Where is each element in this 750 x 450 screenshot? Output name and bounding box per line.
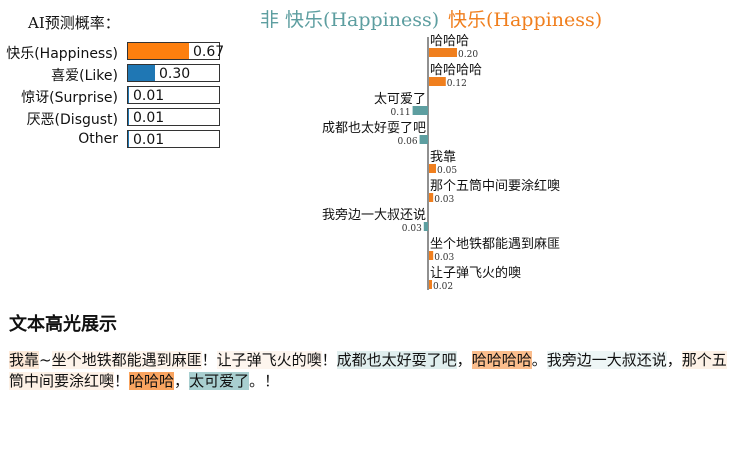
probability-value: 0.01	[133, 132, 165, 148]
probability-bar: 0.01	[127, 108, 220, 126]
highlight-segment: 太可爱了	[189, 372, 250, 390]
token-value: 0.03	[402, 224, 422, 234]
probability-value: 0.30	[159, 66, 191, 82]
legend-positive: 快乐(Happiness)	[448, 9, 603, 31]
token-label: 坐个地铁都能遇到麻匪	[430, 237, 560, 252]
highlight-segment: ！	[321, 351, 337, 369]
highlight-segment: 哈哈哈	[129, 372, 175, 390]
highlight-segment: 我旁边一大叔还说	[546, 351, 667, 369]
highlight-text: 我靠~坐个地铁都能遇到麻匪！让子弹飞火的噢！成都也太好耍了吧，哈哈哈哈。我旁边一…	[9, 350, 741, 392]
token-label: 哈哈哈	[430, 34, 469, 49]
probability-row: Other 0.01	[0, 129, 230, 151]
probability-bar-fill	[128, 43, 189, 59]
token-bar	[429, 251, 434, 260]
token-value: 0.03	[434, 253, 454, 263]
token-value: 0.03	[434, 195, 454, 205]
highlight-segment: 成都也太好耍了吧	[336, 351, 457, 369]
highlight-segment: ，	[174, 372, 190, 390]
probability-title: AI预测概率：	[28, 14, 120, 32]
legend-negative: 非 快乐(Happiness)	[260, 9, 440, 31]
highlight-segment: ！	[201, 351, 217, 369]
token-bar	[429, 193, 434, 202]
highlight-segment: 坐个地铁都能遇到麻匪	[51, 351, 202, 369]
token-value: 0.06	[398, 137, 418, 147]
probability-bar-fill	[128, 65, 155, 81]
token-contribution-chart: 哈哈哈0.20哈哈哈哈0.12太可爱了0.11成都也太好耍了吧0.06我靠0.0…	[322, 34, 560, 292]
probability-row: 惊讶(Surprise) 0.01	[0, 85, 230, 107]
highlight-segment: ，	[666, 351, 682, 369]
probability-bar-fill	[128, 109, 129, 125]
highlight-segment: 。	[531, 351, 547, 369]
probability-bar: 0.01	[127, 86, 220, 104]
token-label: 我靠	[430, 150, 456, 165]
token-label: 那个五筒中间要涂红噢	[430, 178, 560, 194]
highlight-segment: 我靠	[9, 351, 40, 369]
token-label: 让子弹飞火的噢	[430, 265, 521, 281]
token-label: 成都也太好耍了吧	[322, 121, 426, 136]
probability-row: 快乐(Happiness) 0.67	[0, 41, 230, 63]
token-value: 0.02	[433, 282, 453, 292]
token-bar	[429, 48, 457, 57]
highlight-title: 文本高光展示	[9, 314, 117, 335]
token-value: 0.12	[447, 79, 467, 89]
highlight-segment: ！	[114, 372, 130, 390]
token-bar	[419, 135, 428, 144]
probability-label: 惊讶(Surprise)	[21, 90, 118, 106]
highlight-segment: ~	[39, 351, 52, 369]
token-label: 哈哈哈哈	[430, 63, 482, 78]
token-value: 0.11	[391, 108, 411, 118]
probability-row: 厌恶(Disgust) 0.01	[0, 107, 230, 129]
probability-value: 0.67	[193, 44, 225, 60]
probability-label: Other	[78, 131, 118, 147]
token-label: 太可爱了	[374, 92, 426, 107]
token-value: 0.20	[458, 50, 478, 60]
probability-list: 快乐(Happiness) 0.67 喜爱(Like) 0.30 惊讶(Surprise…	[0, 41, 230, 151]
token-value: 0.05	[437, 166, 457, 176]
token-bar	[429, 164, 436, 173]
highlight-segment: ，	[456, 351, 472, 369]
probability-value: 0.01	[133, 110, 165, 126]
probability-bar-fill	[128, 87, 129, 103]
probability-label: 快乐(Happiness)	[6, 46, 118, 62]
token-bar	[429, 77, 446, 86]
token-bar	[429, 280, 432, 289]
probability-bar-fill	[128, 131, 129, 147]
probability-label: 厌恶(Disgust)	[26, 112, 118, 128]
token-bar	[423, 222, 428, 231]
probability-bar: 0.30	[127, 64, 220, 82]
highlight-segment: 。！	[249, 372, 280, 390]
token-bar	[412, 106, 428, 115]
highlight-segment: 哈哈哈哈	[471, 351, 532, 369]
probability-value: 0.01	[133, 88, 165, 104]
probability-row: 喜爱(Like) 0.30	[0, 63, 230, 85]
probability-label: 喜爱(Like)	[51, 68, 118, 84]
probability-bar: 0.67	[127, 42, 224, 60]
highlight-segment: 让子弹飞火的噢	[216, 351, 322, 369]
probability-bar: 0.01	[127, 130, 220, 148]
token-label: 我旁边一大叔还说	[322, 207, 426, 223]
